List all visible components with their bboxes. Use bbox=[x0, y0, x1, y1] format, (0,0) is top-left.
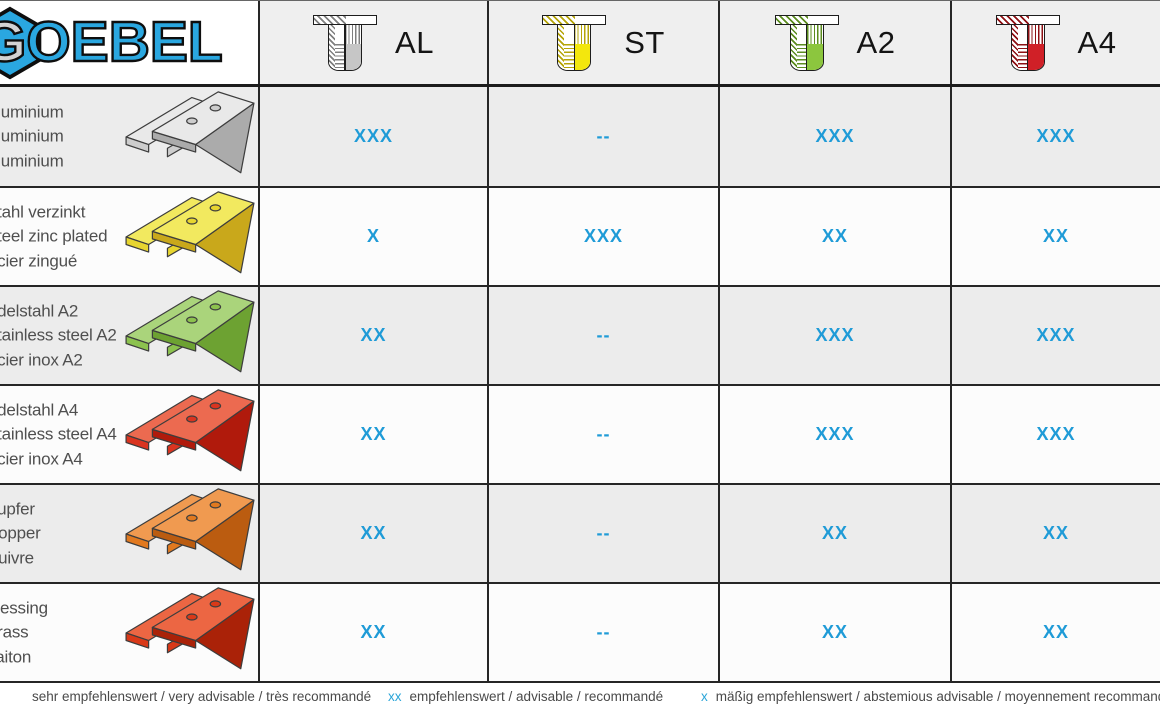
plates-illustration bbox=[125, 586, 255, 669]
legend-item-very-advisable: sehr empfehlenswert / very advisable / t… bbox=[24, 689, 371, 704]
column-header-st: ST bbox=[487, 1, 718, 84]
nut-flange bbox=[774, 14, 839, 25]
row-stainless-steel-a2: Edelstahl A2 Stainless steel A2 Acier in… bbox=[0, 285, 1160, 384]
rating-cell: XX bbox=[258, 584, 487, 681]
legend-item-moderately-advisable: x mäßig empfehlenswert / abstemious advis… bbox=[701, 689, 1160, 704]
rating-cell: -- bbox=[487, 485, 718, 582]
rating-cell: XX bbox=[718, 485, 950, 582]
column-header-a2: A2 bbox=[718, 1, 950, 84]
legend-item-advisable: xx empfehlenswert / advisable / recommand… bbox=[388, 689, 663, 704]
rating-cell: XX bbox=[718, 188, 950, 285]
row-copper: Kupfer Copper Cuivre XX -- XX XX bbox=[0, 483, 1160, 582]
row-steel-zinc-plated: Stahl verzinkt Steel zinc plated Acier z… bbox=[0, 186, 1160, 285]
goebel-hexagon-icon bbox=[0, 6, 42, 80]
logo-text: GOEBEL bbox=[0, 9, 224, 75]
row-aluminium: Aluminium Aluminium Aluminium XXX -- XXX bbox=[0, 87, 1160, 186]
rating-cell: X bbox=[258, 188, 487, 285]
logo-cell: GOEBEL bbox=[0, 1, 258, 84]
column-code: A2 bbox=[856, 24, 896, 60]
material-labels: Kupfer Copper Cuivre bbox=[0, 498, 41, 567]
plates-illustration bbox=[125, 190, 255, 273]
nut-body bbox=[1010, 24, 1045, 71]
rivet-nut-al-icon bbox=[313, 14, 378, 72]
nut-flange bbox=[313, 14, 378, 25]
legend-marker: xx bbox=[388, 689, 402, 704]
column-code: AL bbox=[395, 24, 434, 60]
nut-body bbox=[557, 24, 592, 71]
goebel-logo: GOEBEL bbox=[0, 1, 258, 84]
legend-bar: sehr empfehlenswert / very advisable / t… bbox=[0, 681, 1160, 708]
column-code: A4 bbox=[1077, 24, 1117, 60]
plates-illustration bbox=[125, 487, 255, 570]
legend-marker: -- bbox=[793, 706, 802, 708]
material-labels: Edelstahl A4 Stainless steel A4 Acier in… bbox=[0, 399, 117, 468]
rivet-nut-a4-icon bbox=[995, 14, 1060, 72]
rating-cell: XX bbox=[258, 287, 487, 384]
nut-body bbox=[789, 24, 824, 71]
rating-cell: XXX bbox=[718, 386, 950, 483]
rating-cell: XXX bbox=[950, 87, 1160, 186]
rating-cell: XX bbox=[258, 386, 487, 483]
rivet-nut-a2-icon bbox=[774, 14, 839, 72]
rating-cell: XXX bbox=[258, 87, 487, 186]
nut-flange bbox=[542, 14, 607, 25]
legend-text: mäßig empfehlenswert / abstemious advisa… bbox=[715, 689, 1160, 704]
rating-cell: XXX bbox=[718, 287, 950, 384]
legend-text: nicht empfehlenswert / not advisable / n… bbox=[810, 706, 1145, 708]
material-labels: Messing Brass Laiton bbox=[0, 597, 48, 666]
row-brass: Messing Brass Laiton XX -- XX XX bbox=[0, 582, 1160, 681]
legend-marker: x bbox=[701, 689, 708, 704]
logo-letter-g: G bbox=[0, 9, 28, 75]
rating-cell: XX bbox=[718, 584, 950, 681]
rating-cell: XXX bbox=[950, 287, 1160, 384]
nut-body bbox=[328, 24, 363, 71]
material-label-cell: Messing Brass Laiton bbox=[0, 584, 258, 681]
rivet-nut-st-icon bbox=[542, 14, 607, 72]
rating-cell: -- bbox=[487, 386, 718, 483]
column-header-a4: A4 bbox=[950, 1, 1160, 84]
material-label-cell: Edelstahl A4 Stainless steel A4 Acier in… bbox=[0, 386, 258, 483]
material-label-cell: Stahl verzinkt Steel zinc plated Acier z… bbox=[0, 188, 258, 285]
rating-cell: XX bbox=[950, 485, 1160, 582]
material-label-cell: Kupfer Copper Cuivre bbox=[0, 485, 258, 582]
row-stainless-steel-a4: Edelstahl A4 Stainless steel A4 Acier in… bbox=[0, 384, 1160, 483]
rating-cell: -- bbox=[487, 87, 718, 186]
table-header-row: GOEBEL AL ST bbox=[0, 1, 1160, 87]
rating-cell: XX bbox=[950, 584, 1160, 681]
rating-cell: XXX bbox=[487, 188, 718, 285]
plates-illustration bbox=[125, 388, 255, 471]
material-label-cell: Aluminium Aluminium Aluminium bbox=[0, 87, 258, 186]
material-labels: Stahl verzinkt Steel zinc plated Acier z… bbox=[0, 201, 108, 270]
rating-cell: XXX bbox=[950, 386, 1160, 483]
material-label-cell: Edelstahl A2 Stainless steel A2 Acier in… bbox=[0, 287, 258, 384]
plates-illustration bbox=[125, 289, 255, 372]
rating-cell: XXX bbox=[718, 87, 950, 186]
plates-illustration bbox=[125, 90, 255, 173]
material-labels: Aluminium Aluminium Aluminium bbox=[0, 101, 64, 170]
legend-item-not-advisable-clipped: -- nicht empfehlenswert / not advisable /… bbox=[793, 706, 1145, 708]
material-labels: Edelstahl A2 Stainless steel A2 Acier in… bbox=[0, 300, 117, 369]
rating-cell: XX bbox=[258, 485, 487, 582]
column-code: ST bbox=[624, 24, 665, 60]
legend-text: empfehlenswert / advisable / recommandé bbox=[409, 689, 664, 704]
nut-flange bbox=[995, 14, 1060, 25]
column-header-al: AL bbox=[258, 1, 487, 84]
legend-text: sehr empfehlenswert / very advisable / t… bbox=[32, 689, 372, 704]
rating-cell: -- bbox=[487, 584, 718, 681]
rating-cell: XX bbox=[950, 188, 1160, 285]
rating-cell: -- bbox=[487, 287, 718, 384]
logo-letters-oebel: OEBEL bbox=[25, 9, 224, 75]
